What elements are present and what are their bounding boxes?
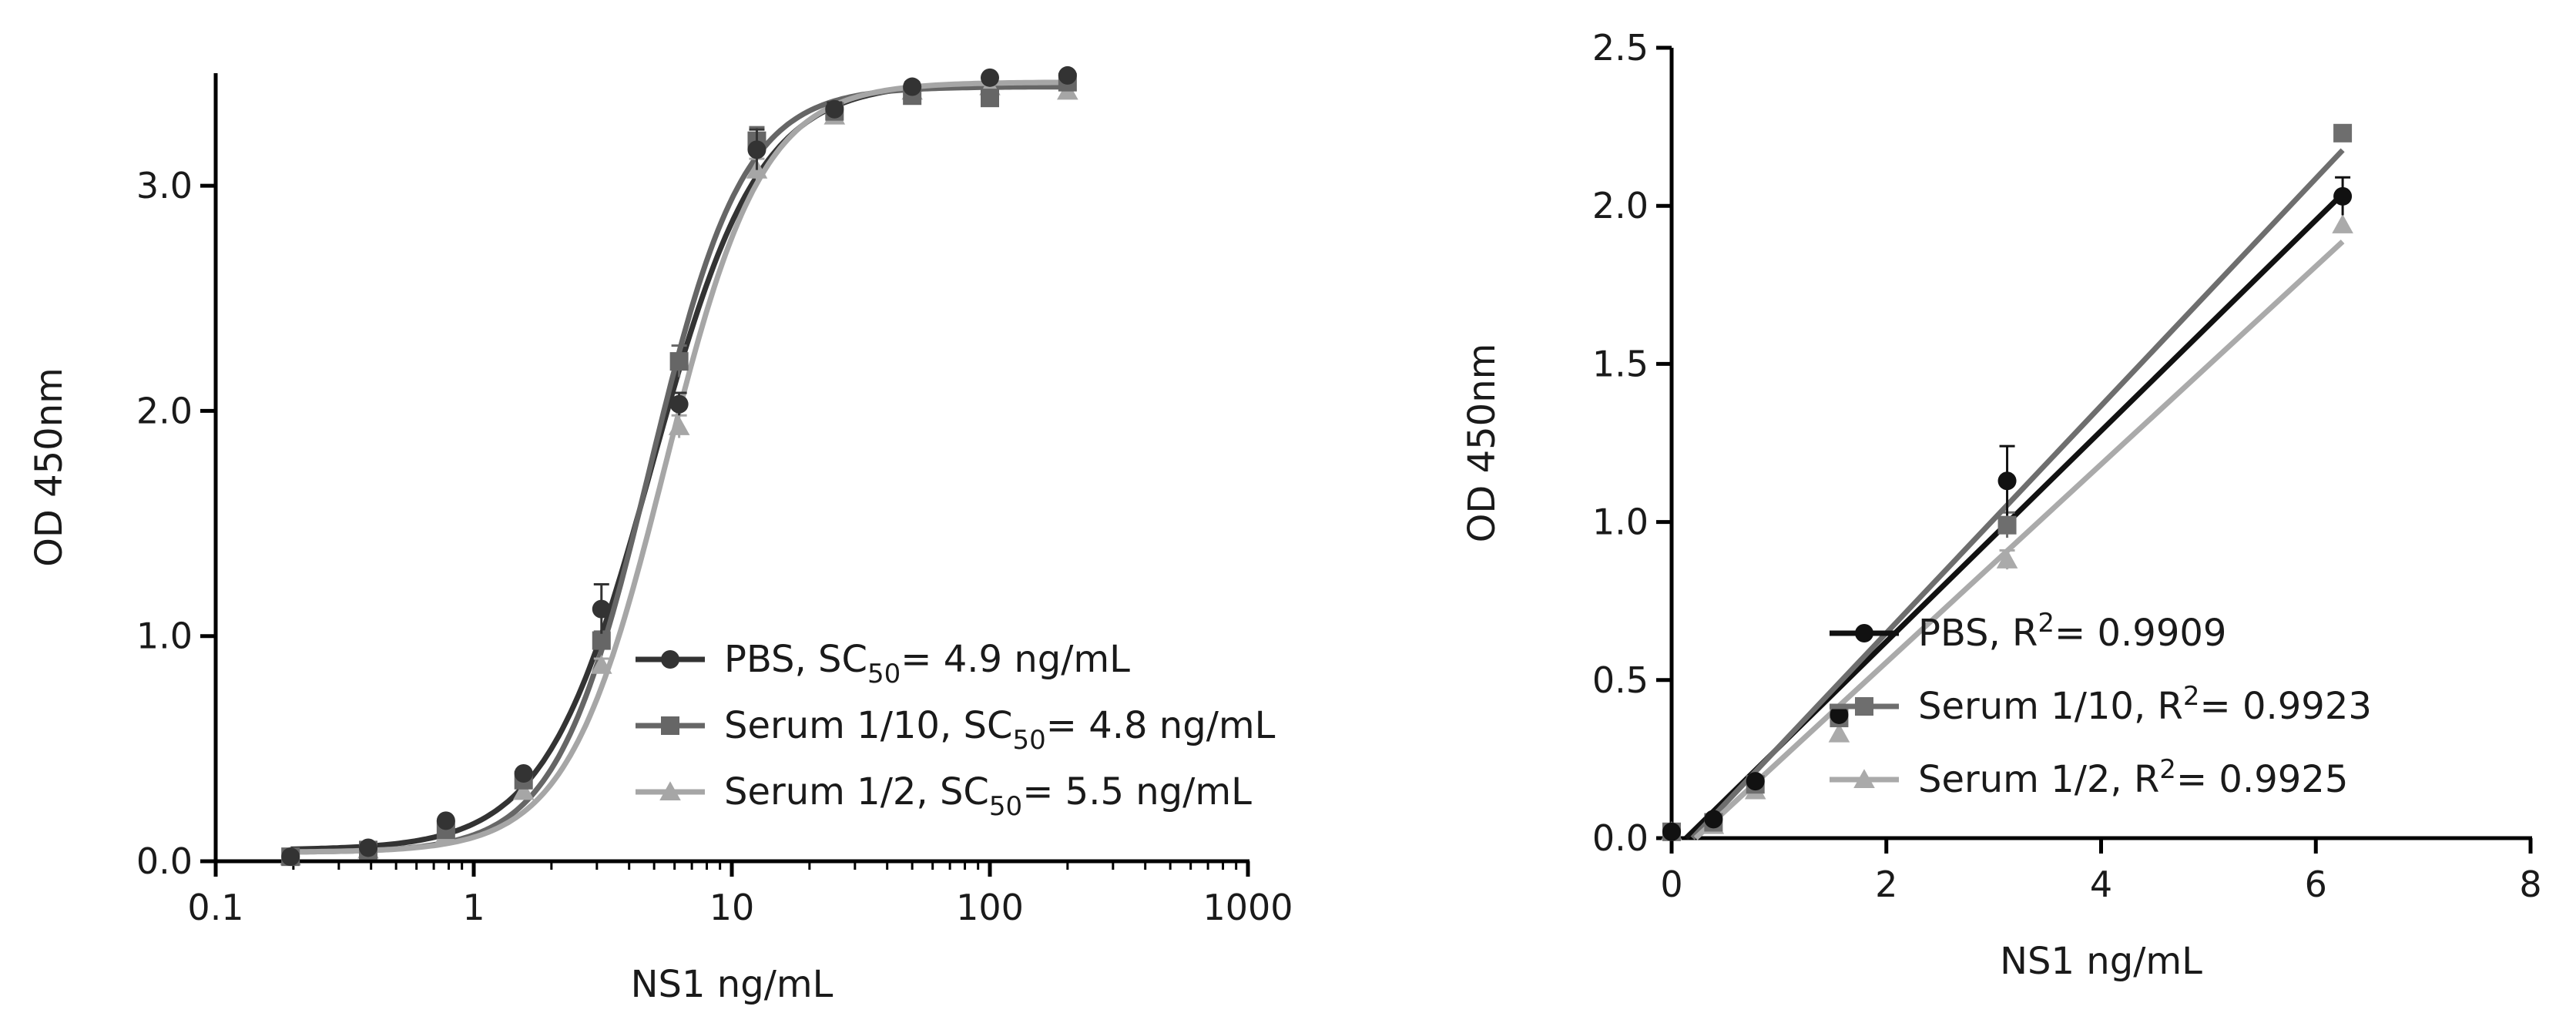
data-point-pbs <box>592 599 611 619</box>
data-point-serum-1-10 <box>669 352 689 371</box>
data-point-pbs <box>1058 65 1077 85</box>
legend-marker-serum-1-10 <box>661 716 679 735</box>
x-tick-label: 1000 <box>1202 887 1293 928</box>
x-tick-label: 10 <box>709 887 755 928</box>
legend-marker-serum-1-2 <box>1853 769 1875 789</box>
chart-linear: 0.0 0.5 1.0 1.5 2.0 2.5 0 2 4 6 8 NS1 ng/mL OD 450nm… <box>1461 27 2542 983</box>
x-tick-label: 8 <box>2519 864 2541 905</box>
data-point-serum-1-2 <box>590 654 612 674</box>
legend-marker-serum-1-2 <box>659 781 681 801</box>
legend-label-serum-1-10: Serum 1/10, SC50= 4.8 ng/mL <box>724 704 1276 756</box>
y-axis-label: OD 450nm <box>1461 344 1504 543</box>
data-point-serum-1-2 <box>1996 549 2018 569</box>
y-tick-label: 0.0 <box>1592 817 1649 859</box>
x-tick-label: 6 <box>2305 864 2327 905</box>
y-tick-label: 3.0 <box>136 165 193 206</box>
data-point-pbs <box>669 394 689 414</box>
data-point-pbs <box>1704 810 1723 829</box>
data-point-pbs <box>514 764 533 783</box>
x-axis-label: NS1 ng/mL <box>631 963 834 1006</box>
x-tick-label: 1 <box>462 887 485 928</box>
y-tick-label: 2.0 <box>136 390 193 431</box>
y-tick-label: 1.0 <box>1592 501 1649 543</box>
data-point-pbs <box>981 68 999 87</box>
data-point-pbs <box>1662 822 1681 841</box>
legend-marker-pbs <box>661 650 679 669</box>
fit-line-serum-1-10 <box>1690 148 2345 840</box>
data-point-pbs <box>281 847 300 867</box>
data-point-serum-1-2 <box>668 416 690 435</box>
data-point-pbs <box>1830 705 1849 724</box>
data-point-pbs <box>1997 471 2017 491</box>
x-axis-label: NS1 ng/mL <box>2000 940 2202 983</box>
data-point-serum-1-10 <box>592 631 611 650</box>
legend-marker-pbs <box>1855 624 1873 642</box>
legend-label-pbs: PBS, SC50= 4.9 ng/mL <box>724 638 1130 689</box>
data-point-pbs <box>747 140 766 159</box>
data-point-pbs <box>359 838 378 857</box>
y-tick-label: 2.0 <box>1592 185 1649 226</box>
data-point-pbs <box>1746 772 1765 791</box>
x-tick-label: 2 <box>1875 864 1897 905</box>
x-tick-label: 4 <box>2090 864 2112 905</box>
data-point-serum-1-2 <box>1828 723 1850 743</box>
data-point-serum-1-2 <box>2332 214 2353 233</box>
data-point-pbs <box>2333 186 2353 206</box>
legend-label-serum-1-2: Serum 1/2, R2= 0.9925 <box>1918 754 2348 801</box>
y-axis-label: OD 450nm <box>28 367 71 567</box>
data-point-serum-1-10 <box>981 89 999 108</box>
legend-label-serum-1-10: Serum 1/10, R2= 0.9923 <box>1918 681 2372 728</box>
y-tick-label: 1.5 <box>1592 343 1649 384</box>
data-point-pbs <box>436 811 455 830</box>
legend-marker-serum-1-10 <box>1855 697 1873 716</box>
x-tick-label: 100 <box>956 887 1024 928</box>
data-point-pbs <box>903 77 922 96</box>
y-tick-label: 0.5 <box>1592 659 1649 701</box>
legend-label-pbs: PBS, R2= 0.9909 <box>1918 608 2226 655</box>
y-tick-label: 0.0 <box>136 840 193 882</box>
data-point-serum-1-10 <box>2333 123 2353 143</box>
data-point-serum-1-10 <box>1997 515 2017 535</box>
chart-sigmoid: 0.0 1.0 2.0 3.0 0.1 1 10 100 1000 NS1 ng/mL OD 450… <box>28 65 1293 1006</box>
legend-label-serum-1-2: Serum 1/2, SC50= 5.5 ng/mL <box>724 770 1252 822</box>
fit-line-serum-1-2 <box>1693 240 2345 840</box>
data-point-serum-1-2 <box>512 780 535 800</box>
y-tick-label: 1.0 <box>136 616 193 657</box>
x-tick-label: 0 <box>1660 864 1682 905</box>
x-tick-label: 0.1 <box>187 887 243 928</box>
data-point-pbs <box>825 99 844 119</box>
y-tick-label: 2.5 <box>1592 27 1649 69</box>
